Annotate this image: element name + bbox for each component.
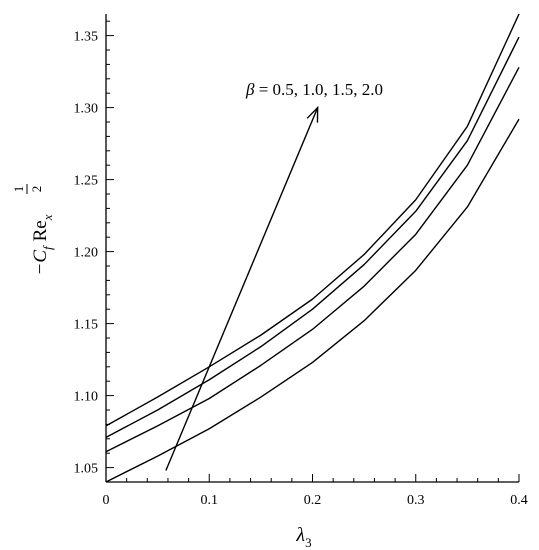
svg-text:−CfRex: −Cf Rex [30, 214, 55, 275]
annotation: β = 0.5, 1.0, 1.5, 2.0 [165, 80, 383, 471]
annotation-text: β = 0.5, 1.0, 1.5, 2.0 [245, 80, 383, 99]
x-tick-label: 0.4 [510, 493, 528, 508]
series-line-2 [105, 66, 520, 453]
y-label-re: Re [30, 220, 51, 241]
y-label-cf: −C [30, 250, 51, 276]
y-tick-label: 1.30 [74, 102, 99, 117]
beta-values: = 0.5, 1.0, 1.5, 2.0 [254, 80, 383, 99]
x-axis-subscript: 3 [305, 535, 312, 550]
x-tick-label: 0.2 [304, 493, 322, 508]
series-group [105, 13, 520, 483]
y-tick-label: 1.25 [74, 174, 99, 189]
y-label-exp-num: 1 [11, 186, 26, 193]
y-tick-label: 1.15 [74, 318, 99, 333]
x-axis-symbol: λ [295, 524, 305, 546]
y-tick-label: 1.20 [74, 246, 99, 261]
series-line-3 [105, 36, 520, 438]
x-tick-label: 0.3 [407, 493, 425, 508]
arrow-shaft [165, 107, 319, 471]
x-ticks: 0 0.1 0.2 0.3 0.4 [103, 474, 528, 508]
y-ticks: 1.05 1.10 1.15 1.20 1.25 1.30 1.35 [74, 20, 114, 483]
arrow-head [306, 105, 319, 123]
series-line-1 [105, 118, 520, 483]
beta-symbol: β [245, 80, 255, 99]
y-tick-label: 1.05 [74, 462, 99, 477]
y-tick-label: 1.10 [74, 390, 99, 405]
x-tick-label: 0.1 [201, 493, 219, 508]
y-label-re-sub: x [40, 214, 55, 221]
x-tick-label: 0 [103, 493, 110, 508]
x-axis-label: λ3 [295, 524, 311, 550]
series-line-4 [105, 13, 520, 427]
y-label-cf-sub: f [40, 244, 55, 250]
y-label-exp-den: 2 [29, 186, 44, 193]
y-tick-label: 1.35 [74, 30, 99, 45]
y-axis-label: −Cf Rex 1 2 [11, 184, 55, 276]
